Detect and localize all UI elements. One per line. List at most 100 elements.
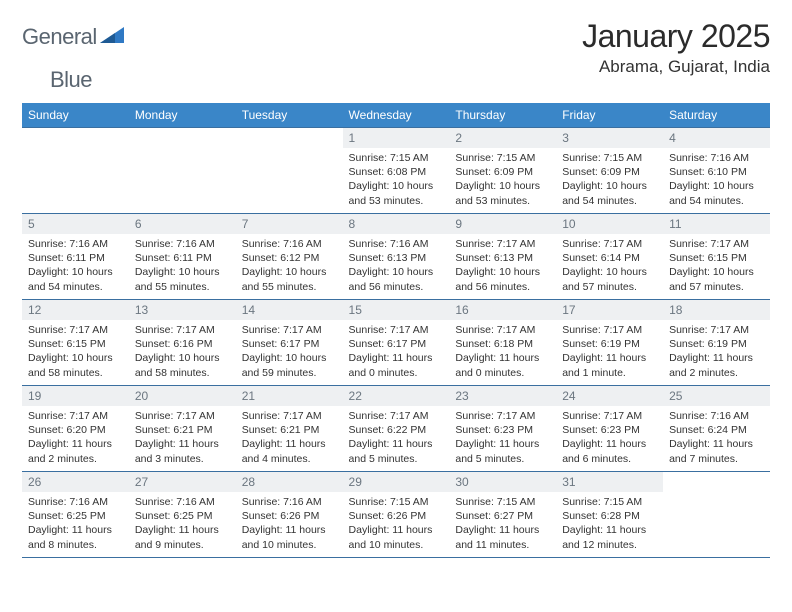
calendar-cell: 16Sunrise: 7:17 AMSunset: 6:18 PMDayligh… [449, 300, 556, 386]
calendar-cell: 4Sunrise: 7:16 AMSunset: 6:10 PMDaylight… [663, 128, 770, 214]
sunset-text: Sunset: 6:26 PM [349, 509, 444, 523]
calendar-cell [236, 128, 343, 214]
daylight-text: Daylight: 10 hours and 57 minutes. [562, 265, 657, 293]
sunrise-text: Sunrise: 7:15 AM [562, 495, 657, 509]
sunrise-text: Sunrise: 7:17 AM [242, 409, 337, 423]
calendar-week: 26Sunrise: 7:16 AMSunset: 6:25 PMDayligh… [22, 472, 770, 558]
daylight-text: Daylight: 10 hours and 57 minutes. [669, 265, 764, 293]
day-number: 17 [556, 300, 663, 320]
day-header: Wednesday [343, 103, 450, 128]
calendar-body: 1Sunrise: 7:15 AMSunset: 6:08 PMDaylight… [22, 128, 770, 558]
calendar-cell: 17Sunrise: 7:17 AMSunset: 6:19 PMDayligh… [556, 300, 663, 386]
day-header: Saturday [663, 103, 770, 128]
day-number: 15 [343, 300, 450, 320]
calendar-cell: 10Sunrise: 7:17 AMSunset: 6:14 PMDayligh… [556, 214, 663, 300]
day-details: Sunrise: 7:16 AMSunset: 6:11 PMDaylight:… [129, 234, 236, 298]
sunset-text: Sunset: 6:14 PM [562, 251, 657, 265]
title-block: January 2025 Abrama, Gujarat, India [582, 18, 770, 77]
day-details: Sunrise: 7:16 AMSunset: 6:25 PMDaylight:… [22, 492, 129, 556]
day-number: 11 [663, 214, 770, 234]
daylight-text: Daylight: 10 hours and 54 minutes. [28, 265, 123, 293]
daylight-text: Daylight: 11 hours and 4 minutes. [242, 437, 337, 465]
day-header: Sunday [22, 103, 129, 128]
day-number: 2 [449, 128, 556, 148]
calendar-cell: 1Sunrise: 7:15 AMSunset: 6:08 PMDaylight… [343, 128, 450, 214]
calendar-cell: 30Sunrise: 7:15 AMSunset: 6:27 PMDayligh… [449, 472, 556, 558]
day-number: 29 [343, 472, 450, 492]
sunrise-text: Sunrise: 7:17 AM [28, 323, 123, 337]
day-number: 16 [449, 300, 556, 320]
sunrise-text: Sunrise: 7:15 AM [562, 151, 657, 165]
sunrise-text: Sunrise: 7:16 AM [242, 237, 337, 251]
daylight-text: Daylight: 11 hours and 2 minutes. [669, 351, 764, 379]
sunrise-text: Sunrise: 7:17 AM [669, 237, 764, 251]
daylight-text: Daylight: 11 hours and 2 minutes. [28, 437, 123, 465]
sunset-text: Sunset: 6:23 PM [455, 423, 550, 437]
day-details: Sunrise: 7:15 AMSunset: 6:27 PMDaylight:… [449, 492, 556, 556]
day-details: Sunrise: 7:16 AMSunset: 6:24 PMDaylight:… [663, 406, 770, 470]
sunset-text: Sunset: 6:21 PM [135, 423, 230, 437]
calendar-cell [663, 472, 770, 558]
day-number: 10 [556, 214, 663, 234]
calendar-cell: 9Sunrise: 7:17 AMSunset: 6:13 PMDaylight… [449, 214, 556, 300]
sunset-text: Sunset: 6:09 PM [562, 165, 657, 179]
daylight-text: Daylight: 11 hours and 10 minutes. [242, 523, 337, 551]
sunrise-text: Sunrise: 7:17 AM [562, 323, 657, 337]
sunrise-text: Sunrise: 7:17 AM [135, 323, 230, 337]
daylight-text: Daylight: 11 hours and 10 minutes. [349, 523, 444, 551]
sunset-text: Sunset: 6:10 PM [669, 165, 764, 179]
day-number: 5 [22, 214, 129, 234]
sunrise-text: Sunrise: 7:16 AM [242, 495, 337, 509]
calendar-cell: 29Sunrise: 7:15 AMSunset: 6:26 PMDayligh… [343, 472, 450, 558]
calendar-week: 12Sunrise: 7:17 AMSunset: 6:15 PMDayligh… [22, 300, 770, 386]
day-details: Sunrise: 7:17 AMSunset: 6:15 PMDaylight:… [663, 234, 770, 298]
day-number: 27 [129, 472, 236, 492]
day-details: Sunrise: 7:16 AMSunset: 6:25 PMDaylight:… [129, 492, 236, 556]
day-number: 13 [129, 300, 236, 320]
day-details: Sunrise: 7:17 AMSunset: 6:23 PMDaylight:… [449, 406, 556, 470]
sunrise-text: Sunrise: 7:15 AM [349, 151, 444, 165]
day-details: Sunrise: 7:16 AMSunset: 6:12 PMDaylight:… [236, 234, 343, 298]
calendar-cell: 14Sunrise: 7:17 AMSunset: 6:17 PMDayligh… [236, 300, 343, 386]
sunrise-text: Sunrise: 7:16 AM [669, 151, 764, 165]
day-details: Sunrise: 7:17 AMSunset: 6:22 PMDaylight:… [343, 406, 450, 470]
day-header: Tuesday [236, 103, 343, 128]
daylight-text: Daylight: 11 hours and 5 minutes. [455, 437, 550, 465]
day-details: Sunrise: 7:15 AMSunset: 6:26 PMDaylight:… [343, 492, 450, 556]
sunrise-text: Sunrise: 7:17 AM [135, 409, 230, 423]
day-details: Sunrise: 7:16 AMSunset: 6:10 PMDaylight:… [663, 148, 770, 212]
daylight-text: Daylight: 11 hours and 11 minutes. [455, 523, 550, 551]
calendar-cell: 25Sunrise: 7:16 AMSunset: 6:24 PMDayligh… [663, 386, 770, 472]
sunset-text: Sunset: 6:11 PM [135, 251, 230, 265]
calendar-cell: 27Sunrise: 7:16 AMSunset: 6:25 PMDayligh… [129, 472, 236, 558]
calendar-page: General January 2025 Abrama, Gujarat, In… [0, 0, 792, 558]
calendar-cell: 12Sunrise: 7:17 AMSunset: 6:15 PMDayligh… [22, 300, 129, 386]
sunset-text: Sunset: 6:09 PM [455, 165, 550, 179]
sunset-text: Sunset: 6:11 PM [28, 251, 123, 265]
day-header: Thursday [449, 103, 556, 128]
calendar-cell: 24Sunrise: 7:17 AMSunset: 6:23 PMDayligh… [556, 386, 663, 472]
calendar-cell: 13Sunrise: 7:17 AMSunset: 6:16 PMDayligh… [129, 300, 236, 386]
sunrise-text: Sunrise: 7:16 AM [135, 237, 230, 251]
calendar-cell [129, 128, 236, 214]
day-number: 6 [129, 214, 236, 234]
daylight-text: Daylight: 11 hours and 5 minutes. [349, 437, 444, 465]
calendar-table: SundayMondayTuesdayWednesdayThursdayFrid… [22, 103, 770, 558]
daylight-text: Daylight: 11 hours and 0 minutes. [349, 351, 444, 379]
calendar-cell: 11Sunrise: 7:17 AMSunset: 6:15 PMDayligh… [663, 214, 770, 300]
sunrise-text: Sunrise: 7:15 AM [349, 495, 444, 509]
day-number: 12 [22, 300, 129, 320]
sunrise-text: Sunrise: 7:17 AM [349, 323, 444, 337]
day-details: Sunrise: 7:17 AMSunset: 6:18 PMDaylight:… [449, 320, 556, 384]
sunrise-text: Sunrise: 7:17 AM [455, 323, 550, 337]
daylight-text: Daylight: 10 hours and 54 minutes. [669, 179, 764, 207]
sunrise-text: Sunrise: 7:17 AM [562, 409, 657, 423]
sunset-text: Sunset: 6:28 PM [562, 509, 657, 523]
calendar-week: 1Sunrise: 7:15 AMSunset: 6:08 PMDaylight… [22, 128, 770, 214]
day-header: Friday [556, 103, 663, 128]
sunset-text: Sunset: 6:15 PM [28, 337, 123, 351]
day-number: 20 [129, 386, 236, 406]
day-details: Sunrise: 7:17 AMSunset: 6:16 PMDaylight:… [129, 320, 236, 384]
logo-triangle-icon [99, 25, 125, 50]
calendar-week: 5Sunrise: 7:16 AMSunset: 6:11 PMDaylight… [22, 214, 770, 300]
